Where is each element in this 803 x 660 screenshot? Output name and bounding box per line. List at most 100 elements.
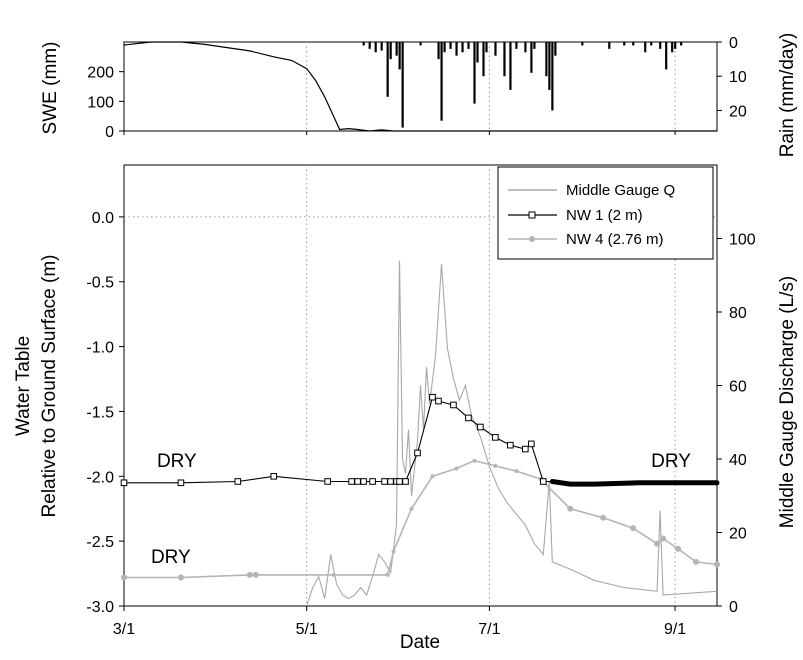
bottom-left-tick-label--2.5: -2.5 bbox=[86, 534, 114, 551]
legend-label-nw1: NW 1 (2 m) bbox=[566, 207, 643, 224]
x-tick-label-7-1: 7/1 bbox=[478, 621, 500, 638]
nw1-point-19 bbox=[477, 423, 484, 431]
nw4-point-12 bbox=[514, 469, 519, 474]
rain-bar-14 bbox=[455, 42, 458, 56]
nw1-point-17 bbox=[450, 401, 457, 409]
top-right-tick-label-0: 0 bbox=[729, 35, 738, 52]
rain-bar-32 bbox=[581, 42, 584, 46]
rain-bar-23 bbox=[509, 42, 512, 90]
rain-bar-21 bbox=[494, 42, 497, 56]
nw1-line bbox=[124, 396, 717, 485]
rain-bar-24 bbox=[515, 42, 518, 49]
rain-bar-7 bbox=[398, 42, 401, 70]
x-tick-label-5-1: 5/1 bbox=[296, 621, 318, 638]
nw4-point-15 bbox=[600, 514, 607, 521]
rain-bar-15 bbox=[461, 42, 464, 53]
nw1-point-8 bbox=[369, 478, 376, 485]
nw1-point-10 bbox=[387, 478, 394, 485]
bottom-left-tick-label--2.0: -2.0 bbox=[86, 469, 114, 486]
rain-bar-29 bbox=[548, 42, 551, 90]
nw4-point-19 bbox=[675, 545, 682, 552]
bottom-left-tick-label-0.0: 0.0 bbox=[92, 210, 114, 227]
nw1-point-23 bbox=[528, 440, 535, 448]
rain-bar-2 bbox=[374, 42, 377, 53]
rain-bar-19 bbox=[482, 42, 485, 77]
nw1-point-24 bbox=[539, 478, 547, 485]
annotation-dry-0: DRY bbox=[157, 451, 197, 472]
bottom-right-tick-label-80: 80 bbox=[729, 305, 747, 322]
nw1-point-6 bbox=[354, 478, 361, 485]
nw4-point-3 bbox=[252, 571, 259, 578]
rain-bar-37 bbox=[650, 42, 653, 46]
nw1-point-3 bbox=[270, 472, 278, 480]
bottom-right-tick-label-0: 0 bbox=[729, 599, 738, 616]
bottom-right-tick-label-60: 60 bbox=[729, 379, 747, 396]
rain-bar-10 bbox=[437, 42, 440, 60]
rain-bar-1 bbox=[368, 42, 371, 49]
bottom-right-tick-label-40: 40 bbox=[729, 452, 747, 469]
rain-bar-6 bbox=[395, 42, 398, 56]
rain-bar-34 bbox=[623, 42, 626, 46]
rain-bar-13 bbox=[449, 42, 452, 49]
annotation-dry-2: DRY bbox=[651, 451, 691, 472]
nw4-point-0 bbox=[121, 574, 127, 581]
rain-bar-12 bbox=[443, 42, 446, 53]
rain-bar-16 bbox=[467, 42, 470, 49]
top-right-tick-label-20: 20 bbox=[729, 103, 747, 120]
nw1-point-0 bbox=[120, 479, 128, 487]
bottom-right-tick-label-20: 20 bbox=[729, 526, 747, 543]
rain-bar-28 bbox=[545, 42, 548, 77]
bottom-left-tick-label--1.5: -1.5 bbox=[86, 404, 114, 421]
rain-bar-17 bbox=[473, 42, 476, 104]
rain-bar-4 bbox=[386, 42, 389, 97]
nw1-point-20 bbox=[492, 434, 499, 441]
rain-bar-41 bbox=[674, 42, 677, 49]
rain-bar-25 bbox=[524, 42, 527, 53]
nw4-point-9 bbox=[454, 466, 459, 471]
nw1-point-13 bbox=[402, 478, 409, 485]
rain-bar-33 bbox=[608, 42, 611, 49]
legend: Middle Gauge Q NW 1 (2 m) NW 4 (2.76 m) bbox=[497, 166, 714, 260]
nw1-point-7 bbox=[360, 478, 367, 485]
rain-bar-26 bbox=[530, 42, 533, 73]
nw1-point-9 bbox=[381, 478, 388, 485]
x-axis-label: Date bbox=[400, 632, 440, 653]
nw4-point-20 bbox=[693, 558, 700, 565]
rain-bar-20 bbox=[485, 42, 488, 53]
rain-bar-39 bbox=[665, 42, 668, 70]
legend-marker-nw4 bbox=[529, 236, 535, 242]
rain-bar-42 bbox=[680, 42, 683, 46]
rain-bar-40 bbox=[671, 42, 674, 53]
bottom-left-axis-label-2: Relative to Ground Surface (m) bbox=[39, 255, 60, 518]
nw4-point-10 bbox=[472, 458, 477, 463]
top-left-tick-label-0: 0 bbox=[105, 124, 114, 141]
legend-label-nw4: NW 4 (2.76 m) bbox=[566, 231, 664, 248]
nw1-point-12 bbox=[396, 478, 403, 485]
rain-bar-38 bbox=[659, 42, 662, 49]
nw4-point-21 bbox=[714, 561, 720, 568]
top-plot-frame bbox=[123, 41, 718, 132]
rain-bar-5 bbox=[389, 42, 392, 60]
rain-bar-22 bbox=[503, 42, 506, 77]
nw1-point-2 bbox=[234, 478, 242, 485]
nw1-point-18 bbox=[465, 414, 472, 422]
rain-bar-30 bbox=[551, 42, 554, 111]
legend-label-middle-gauge-q: Middle Gauge Q bbox=[566, 182, 675, 199]
nw1-point-21 bbox=[507, 441, 514, 449]
bottom-left-axis-label-1: Water Table bbox=[13, 336, 34, 436]
swe-line bbox=[123, 41, 717, 132]
nw1-point-22 bbox=[522, 445, 529, 453]
nw4-point-11 bbox=[493, 463, 498, 468]
nw4-point-14 bbox=[567, 505, 574, 512]
nw4-point-7 bbox=[409, 506, 414, 511]
nw1-point-5 bbox=[348, 478, 355, 485]
bottom-left-tick-label--0.5: -0.5 bbox=[86, 275, 114, 292]
rain-bar-31 bbox=[554, 42, 557, 56]
middle-gauge-q-line bbox=[306, 260, 718, 607]
top-right-tick-label-10: 10 bbox=[729, 69, 747, 86]
nw4-point-18 bbox=[660, 535, 667, 542]
nw4-point-4 bbox=[331, 572, 336, 577]
rain-bar-11 bbox=[440, 42, 443, 121]
top-right-axis-label: Rain (mm/day) bbox=[777, 33, 798, 158]
